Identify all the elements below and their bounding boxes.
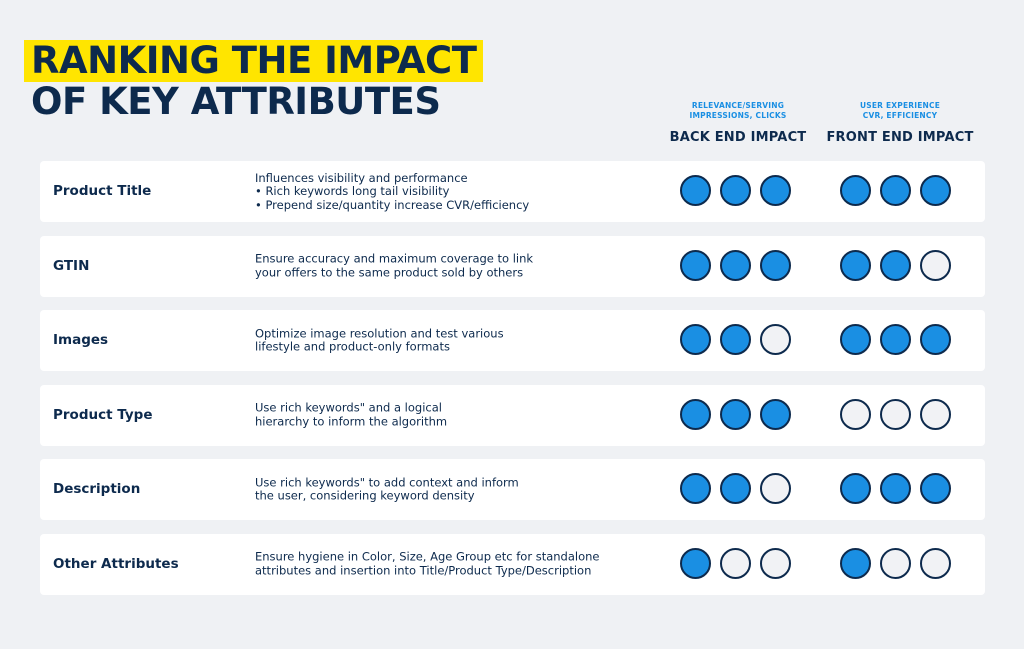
filled-circle-icon [720,324,751,355]
attribute-name: Product Type [53,406,153,423]
table-row: Images Optimize image resolution and test… [40,310,985,371]
back-end-rating [680,249,791,281]
attribute-description: Use rich keywords" and a logical hierarch… [255,400,655,429]
filled-circle-icon [840,175,871,206]
attribute-description: Ensure hygiene in Color, Size, Age Group… [255,549,655,578]
filled-circle-icon [720,473,751,504]
filled-circle-icon [880,324,911,355]
front-end-rating [840,547,951,579]
description-line: the user, considering keyword density [255,488,475,503]
attribute-name: GTIN [53,257,90,274]
description-line: Influences visibility and performance [255,170,468,185]
filled-circle-icon [840,324,871,355]
front-end-rating [840,473,951,504]
back-end-rating [680,473,791,504]
empty-circle-icon [880,398,911,430]
description-line: Ensure hygiene in Color, Size, Age Group… [255,549,600,564]
filled-circle-icon [920,324,951,355]
filled-circle-icon [720,398,751,430]
front-end-rating [840,398,951,430]
filled-circle-icon [680,249,711,281]
back-end-impact-header: RELEVANCE/SERVING IMPRESSIONS, CLICKS BA… [663,101,813,145]
title-line-1: RANKING THE IMPACT [24,40,484,82]
back-end-rating [680,547,791,579]
filled-circle-icon [680,547,711,579]
front-end-label: FRONT END IMPACT [826,130,974,145]
description-line: hierarchy to inform the algorithm [255,414,448,428]
back-end-rating [680,175,791,206]
attribute-name: Other Attributes [53,555,179,572]
table-row: Product Type Use rich keywords" and a log… [40,384,985,446]
page-title: RANKING THE IMPACT OF KEY ATTRIBUTES [24,40,484,123]
back-end-label: BACK END IMPACT [669,130,807,145]
empty-circle-icon [760,547,791,579]
description-line: • Prepend size/quantity increase CVR/eff… [255,197,530,212]
front-end-rating [840,249,951,281]
empty-circle-icon [840,398,871,430]
description-line: • Rich keywords long tail visibility [255,183,450,198]
table-row: Description Use rich keywords" to add con… [40,459,985,520]
table-row: GTIN Ensure accuracy and maximum coverage… [40,235,985,297]
description-line: lifestyle and product-only formats [255,339,450,354]
back-end-rating [680,324,791,355]
front-end-subtitle: USER EXPERIENCE CVR, EFFICIENCY [859,101,941,120]
empty-circle-icon [760,473,791,504]
description-line: Use rich keywords" to add context and in… [255,475,519,489]
filled-circle-icon [680,324,711,355]
filled-circle-icon [920,175,951,206]
description-line: Ensure accuracy and maximum coverage to … [255,251,534,266]
empty-circle-icon [720,547,751,579]
filled-circle-icon [680,175,711,206]
empty-circle-icon [880,547,911,579]
description-line: Optimize image resolution and test vario… [255,326,504,340]
description-line: your offers to the same product sold by … [255,265,524,279]
description-line: Use rich keywords" and a logical [255,400,442,415]
attribute-description: Optimize image resolution and test vario… [255,326,655,354]
filled-circle-icon [680,473,711,504]
attribute-description: Use rich keywords" to add context and in… [255,475,655,503]
empty-circle-icon [920,398,951,430]
filled-circle-icon [880,473,911,504]
table-row: Other Attributes Ensure hygiene in Color,… [40,533,985,595]
empty-circle-icon [920,547,951,579]
front-end-rating [840,175,951,206]
attribute-name: Description [53,481,141,497]
filled-circle-icon [840,547,871,579]
front-end-impact-header: USER EXPERIENCE CVR, EFFICIENCY FRONT EN… [825,101,975,145]
front-end-rating [840,324,951,355]
attribute-description: Ensure accuracy and maximum coverage to … [255,251,655,280]
empty-circle-icon [760,324,791,355]
filled-circle-icon [760,175,791,206]
filled-circle-icon [880,249,911,281]
filled-circle-icon [760,249,791,281]
table-row: Product Title Influences visibility and p… [40,161,985,222]
attribute-name: Product Title [53,183,152,199]
back-end-rating [680,398,791,430]
filled-circle-icon [680,398,711,430]
description-line: attributes and insertion into Title/Prod… [255,563,592,577]
filled-circle-icon [880,175,911,206]
attribute-table: Product Title Influences visibility and p… [40,161,985,608]
attribute-description: Influences visibility and performance • R… [255,171,655,212]
title-line-2: OF KEY ATTRIBUTES [31,80,441,123]
filled-circle-icon [720,249,751,281]
filled-circle-icon [920,473,951,504]
empty-circle-icon [920,249,951,281]
attribute-name: Images [53,332,109,348]
filled-circle-icon [840,473,871,504]
filled-circle-icon [720,175,751,206]
filled-circle-icon [840,249,871,281]
filled-circle-icon [760,398,791,430]
back-end-subtitle: RELEVANCE/SERVING IMPRESSIONS, CLICKS [689,101,787,120]
